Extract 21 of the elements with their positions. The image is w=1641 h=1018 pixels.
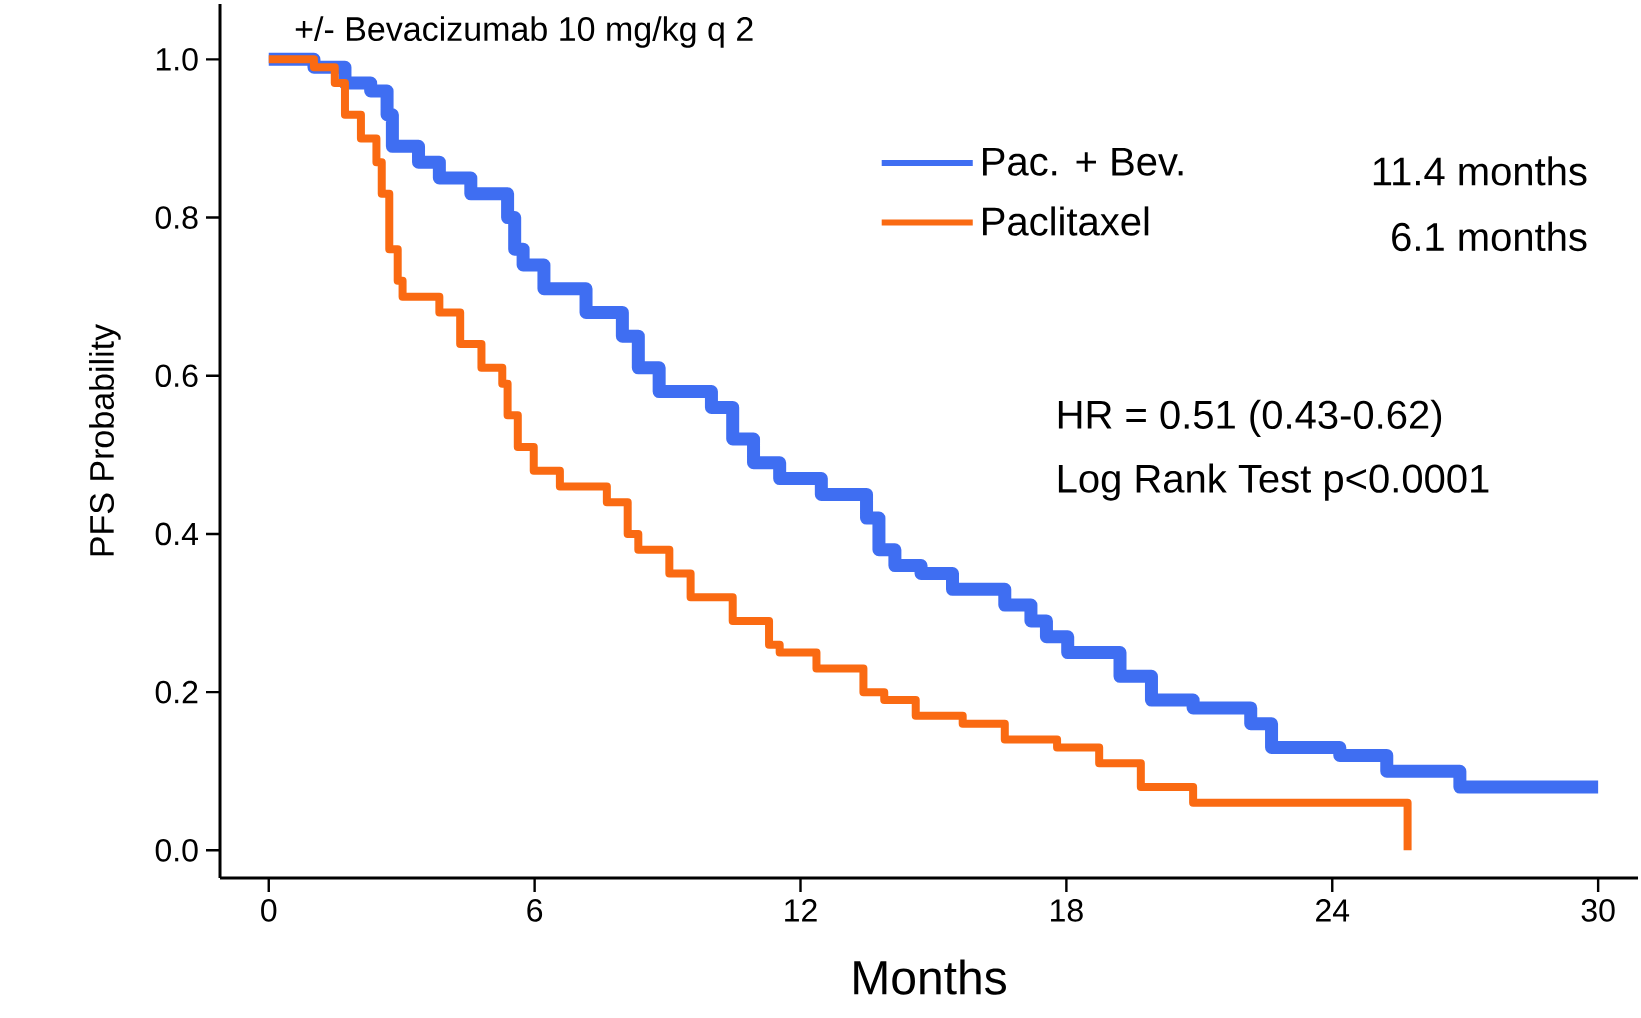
y-tick-label: 0.2 bbox=[155, 680, 198, 704]
x-tick-label: 6 bbox=[527, 899, 543, 922]
y-tick-label: 1.0 bbox=[156, 48, 198, 71]
y-tick-label: 0.4 bbox=[155, 522, 198, 546]
chart-title: +/- Bevacizumab 10 mg/kg q 2 bbox=[295, 16, 753, 48]
x-tick-label: 24 bbox=[1316, 899, 1350, 922]
x-tick-label: 12 bbox=[785, 899, 817, 922]
annotation: HR = 0.51 (0.43-0.62) bbox=[1058, 399, 1442, 437]
annotation: Log Rank Test p<0.0001 bbox=[1058, 463, 1489, 501]
y-axis-title: PFS Probability bbox=[89, 323, 121, 556]
legend-label: Paclitaxel bbox=[983, 206, 1149, 236]
annotation: 11.4 months bbox=[1373, 156, 1587, 186]
annotation: 6.1 months bbox=[1392, 221, 1587, 252]
y-tick-label: 0.6 bbox=[155, 364, 198, 388]
x-axis-title: Months bbox=[854, 959, 1006, 995]
y-tick-label: 0.0 bbox=[155, 839, 198, 862]
y-tick-label: 0.8 bbox=[155, 206, 198, 229]
x-tick-label: 18 bbox=[1051, 899, 1083, 922]
legend-label: Pac. + Bev. bbox=[983, 147, 1183, 176]
x-tick-label: 0 bbox=[261, 899, 277, 922]
x-tick-label: 30 bbox=[1581, 899, 1615, 922]
